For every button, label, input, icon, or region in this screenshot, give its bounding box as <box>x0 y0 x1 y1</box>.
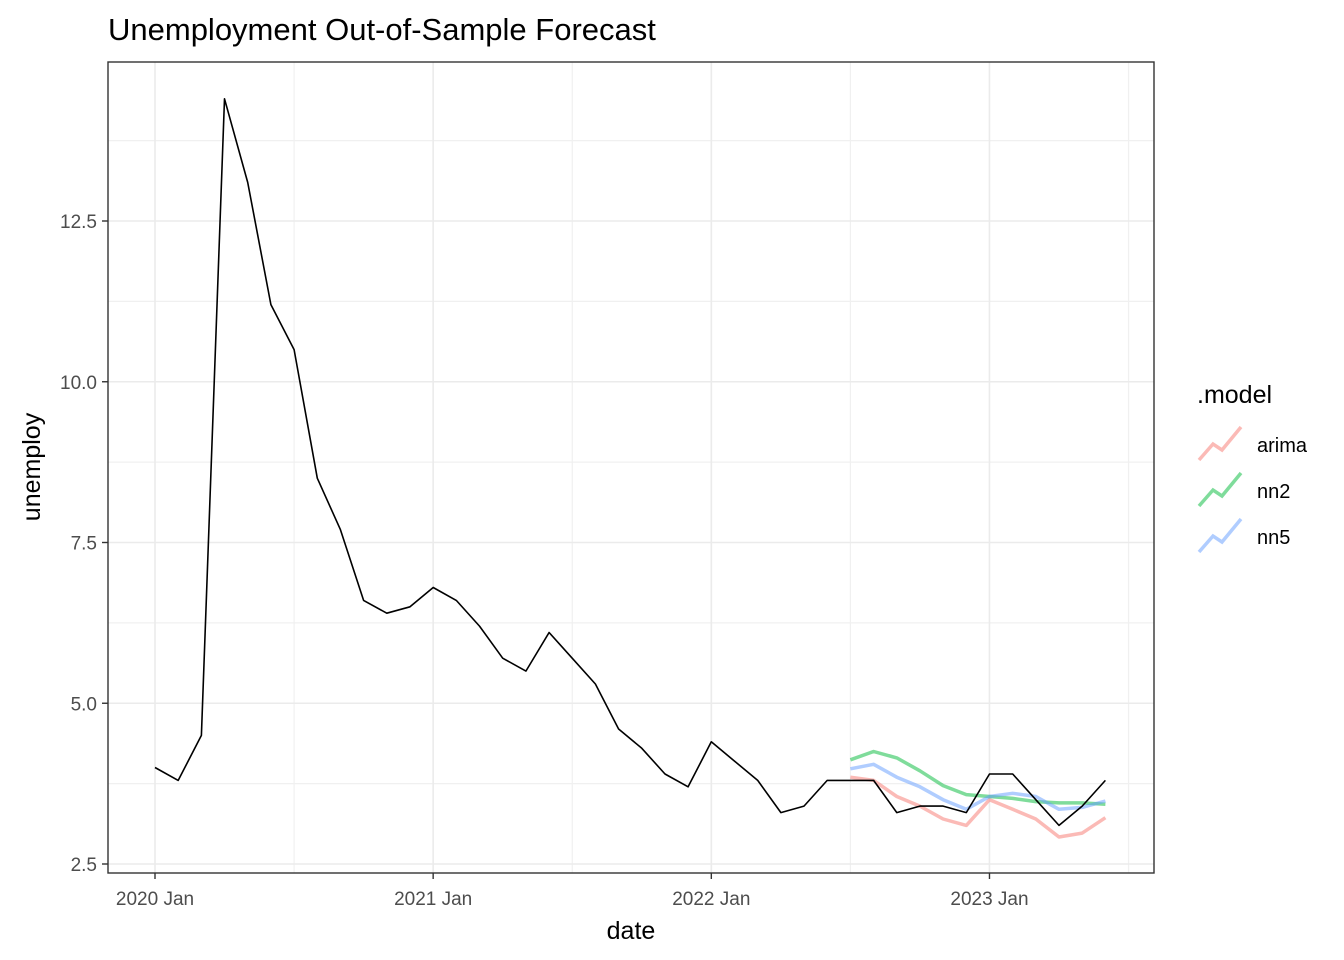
plot-border <box>107 61 1155 874</box>
legend-key-nn2 <box>1197 471 1243 508</box>
plot-panel <box>108 62 1154 873</box>
y-tick-label: 5.0 <box>71 694 97 715</box>
y-tick-label: 10.0 <box>60 373 97 394</box>
chart-title: Unemployment Out-of-Sample Forecast <box>108 12 656 47</box>
x-axis: 2020 Jan 2021 Jan 2022 Jan 2023 Jan <box>116 873 1029 910</box>
y-axis-title: unemploy <box>18 412 46 521</box>
y-tick-label: 2.5 <box>71 855 97 876</box>
legend: .model arima nn2 nn5 <box>1197 381 1308 554</box>
series-line-nn5 <box>850 762 1106 812</box>
series-line-arima <box>850 775 1107 839</box>
legend-key-nn5 <box>1197 517 1243 554</box>
forecast-lines <box>849 749 1107 839</box>
series-line-actual <box>154 98 1106 827</box>
x-tick-label: 2022 Jan <box>672 889 750 910</box>
actual-line-group <box>154 98 1106 827</box>
grid-major <box>108 62 1154 873</box>
legend-key-arima <box>1197 425 1243 462</box>
y-axis: 2.5 5.0 7.5 10.0 12.5 <box>60 212 108 876</box>
legend-label-nn2: nn2 <box>1257 481 1290 503</box>
legend-label-arima: arima <box>1257 435 1308 457</box>
legend-label-nn5: nn5 <box>1257 527 1290 549</box>
legend-title: .model <box>1197 381 1272 409</box>
grid-minor <box>108 62 1154 873</box>
y-tick-label: 7.5 <box>71 534 97 555</box>
x-tick-label: 2020 Jan <box>116 889 194 910</box>
series-line-nn2 <box>849 749 1106 806</box>
x-axis-title: date <box>607 917 656 945</box>
legend-items: arima nn2 nn5 <box>1197 425 1308 554</box>
x-tick-label: 2021 Jan <box>394 889 472 910</box>
x-tick-label: 2023 Jan <box>950 889 1028 910</box>
y-tick-label: 12.5 <box>60 212 97 233</box>
